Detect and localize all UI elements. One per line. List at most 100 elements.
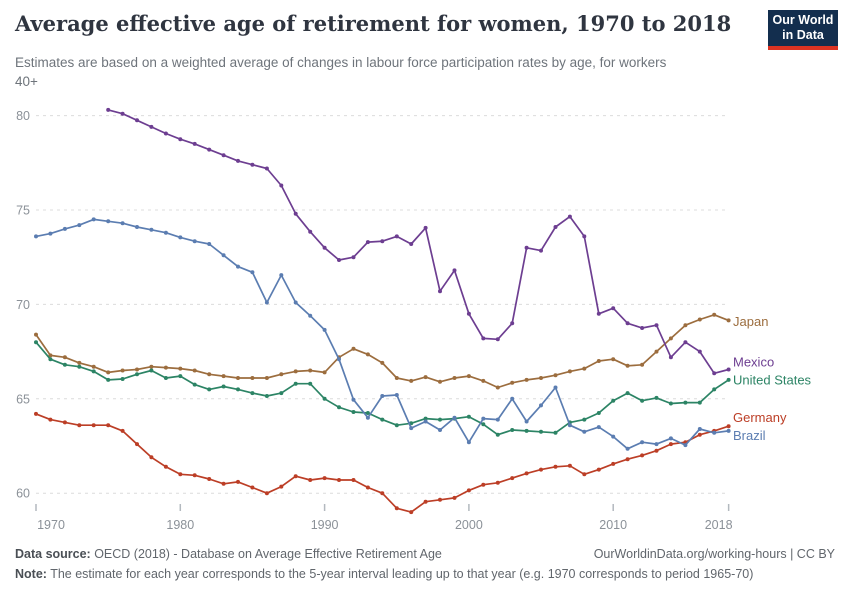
data-point-mexico	[712, 371, 717, 376]
data-point-germany	[207, 477, 212, 481]
data-point-united-states	[135, 372, 139, 377]
data-point-japan	[308, 368, 313, 373]
data-point-germany	[236, 479, 240, 484]
data-point-japan	[452, 376, 457, 380]
data-point-united-states	[337, 405, 341, 410]
chart-subtitle-line2: 40+	[15, 74, 38, 89]
series-label-mexico[interactable]: Mexico	[733, 354, 774, 369]
data-point-united-states	[726, 377, 731, 382]
data-point-japan	[380, 360, 385, 365]
x-axis-label-1970: 1970	[37, 518, 65, 532]
data-point-brazil	[625, 446, 630, 451]
data-point-brazil	[308, 313, 313, 318]
owid-logo-line1: Our World	[772, 13, 834, 27]
data-point-mexico	[120, 111, 125, 116]
data-point-germany	[192, 473, 197, 478]
data-point-mexico	[308, 229, 313, 234]
series-label-germany[interactable]: Germany	[733, 410, 787, 425]
data-point-united-states	[697, 400, 702, 405]
data-point-japan	[466, 374, 471, 379]
owid-logo-line2: in Data	[782, 28, 824, 42]
data-point-germany	[250, 485, 255, 490]
data-point-brazil	[394, 393, 399, 397]
data-point-brazil	[567, 423, 572, 428]
data-point-mexico	[438, 289, 442, 294]
data-point-mexico	[149, 124, 154, 129]
data-point-germany	[596, 467, 601, 472]
data-point-germany	[452, 495, 457, 500]
owid-link[interactable]: OurWorldinData.org/working-hours | CC BY	[593, 547, 835, 561]
series-label-brazil[interactable]: Brazil	[733, 428, 766, 443]
data-point-germany	[279, 484, 284, 489]
data-point-mexico	[539, 248, 543, 253]
data-point-united-states	[106, 377, 111, 382]
data-point-japan	[293, 369, 298, 374]
data-point-germany	[423, 499, 428, 504]
data-point-united-states	[120, 377, 125, 381]
data-point-germany	[726, 424, 731, 429]
data-point-mexico	[264, 166, 269, 171]
data-point-mexico	[466, 311, 471, 316]
y-axis-label-75: 75	[16, 204, 30, 218]
data-point-united-states	[510, 428, 515, 432]
data-point-united-states	[351, 410, 356, 414]
data-point-mexico	[567, 214, 572, 219]
x-axis-label-1990: 1990	[311, 518, 339, 532]
data-point-mexico	[106, 107, 111, 112]
data-point-germany	[524, 471, 529, 476]
note-text: The estimate for each year corresponds t…	[46, 567, 754, 581]
data-point-united-states	[178, 374, 183, 379]
data-point-mexico	[582, 234, 587, 239]
data-point-germany	[510, 476, 515, 481]
data-point-brazil	[668, 436, 673, 441]
data-point-germany	[394, 506, 399, 511]
data-point-germany	[308, 478, 313, 482]
data-point-united-states	[149, 368, 154, 373]
data-point-brazil	[351, 397, 356, 402]
data-point-germany	[135, 442, 139, 447]
data-point-brazil	[178, 235, 183, 240]
data-point-mexico	[611, 306, 616, 311]
data-point-united-states	[481, 422, 486, 427]
data-point-germany	[409, 510, 414, 515]
data-point-united-states	[625, 391, 630, 396]
data-point-brazil	[91, 217, 96, 222]
data-point-japan	[77, 360, 82, 365]
data-point-brazil	[135, 225, 139, 229]
data-point-japan	[322, 370, 327, 375]
data-point-brazil	[582, 429, 587, 434]
data-point-united-states	[654, 395, 659, 400]
data-point-mexico	[495, 337, 500, 342]
y-axis-label-60: 60	[16, 487, 30, 501]
data-source-line: Data source: OECD (2018) - Database on A…	[15, 547, 442, 561]
owid-logo[interactable]: Our World in Data	[768, 10, 838, 50]
data-point-mexico	[293, 211, 298, 216]
data-point-mexico	[365, 240, 370, 245]
data-point-united-states	[250, 391, 255, 396]
data-point-united-states	[207, 387, 212, 392]
data-point-germany	[567, 463, 572, 468]
data-point-united-states	[322, 396, 327, 401]
data-point-brazil	[264, 300, 269, 305]
data-point-germany	[322, 476, 327, 481]
data-point-germany	[625, 457, 630, 462]
data-point-brazil	[365, 415, 370, 420]
data-point-united-states	[308, 381, 313, 386]
series-germany	[34, 411, 731, 515]
data-point-germany	[149, 455, 154, 460]
data-point-united-states	[524, 428, 529, 433]
data-point-japan	[34, 332, 38, 337]
data-point-brazil	[250, 270, 255, 275]
data-point-japan	[48, 353, 53, 358]
data-point-brazil	[510, 396, 515, 401]
data-point-mexico	[279, 183, 284, 188]
data-point-mexico	[163, 131, 168, 136]
y-axis-label-70: 70	[16, 298, 30, 312]
data-point-mexico	[625, 321, 630, 326]
data-point-brazil	[163, 230, 168, 235]
data-point-mexico	[640, 326, 645, 330]
data-point-brazil	[48, 231, 53, 236]
data-point-mexico	[221, 153, 226, 158]
series-label-united-states[interactable]: United States	[733, 372, 812, 387]
series-label-japan[interactable]: Japan	[733, 314, 768, 329]
